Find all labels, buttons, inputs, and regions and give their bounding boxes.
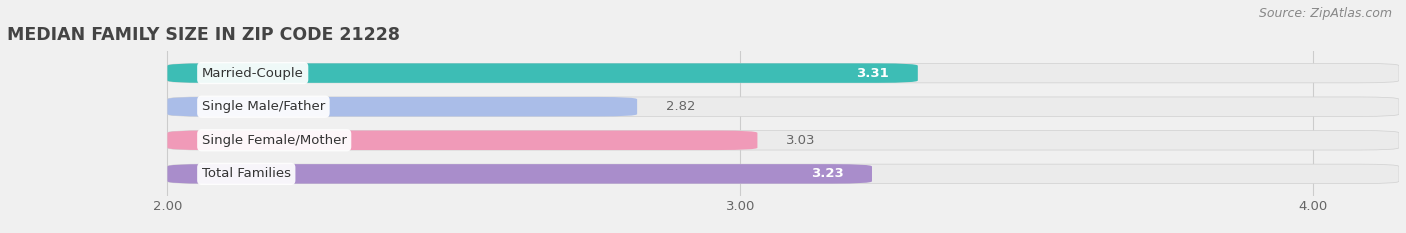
Text: Source: ZipAtlas.com: Source: ZipAtlas.com (1258, 7, 1392, 20)
FancyBboxPatch shape (167, 63, 918, 83)
Text: 3.31: 3.31 (856, 67, 889, 80)
Text: MEDIAN FAMILY SIZE IN ZIP CODE 21228: MEDIAN FAMILY SIZE IN ZIP CODE 21228 (7, 26, 401, 44)
Text: 3.23: 3.23 (811, 167, 844, 180)
FancyBboxPatch shape (167, 130, 1399, 150)
Text: Single Male/Father: Single Male/Father (202, 100, 325, 113)
Text: Total Families: Total Families (202, 167, 291, 180)
Text: Married-Couple: Married-Couple (202, 67, 304, 80)
FancyBboxPatch shape (167, 164, 1399, 184)
Text: Single Female/Mother: Single Female/Mother (202, 134, 347, 147)
FancyBboxPatch shape (167, 130, 758, 150)
Text: 3.03: 3.03 (786, 134, 815, 147)
FancyBboxPatch shape (167, 164, 872, 184)
Text: 2.82: 2.82 (666, 100, 696, 113)
FancyBboxPatch shape (167, 97, 637, 116)
FancyBboxPatch shape (167, 97, 1399, 116)
FancyBboxPatch shape (167, 63, 1399, 83)
